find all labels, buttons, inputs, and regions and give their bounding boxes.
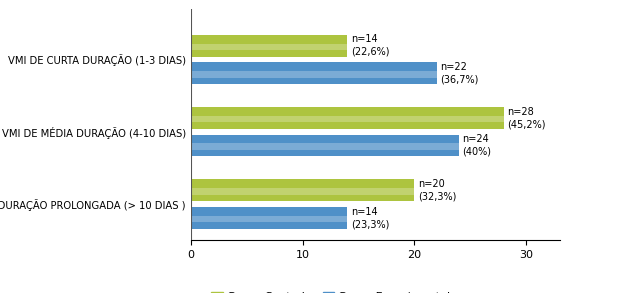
Bar: [191, 35, 347, 57]
Bar: [191, 180, 415, 201]
Bar: [191, 44, 347, 50]
Bar: [191, 71, 437, 78]
Bar: [191, 207, 347, 229]
Bar: [191, 216, 347, 222]
Bar: [191, 188, 415, 195]
Text: n=28
(45,2%): n=28 (45,2%): [507, 107, 546, 129]
Legend: Grupo Controlo, Grupo Experimental: Grupo Controlo, Grupo Experimental: [207, 287, 455, 293]
Bar: [191, 116, 504, 122]
Text: n=14
(23,3%): n=14 (23,3%): [350, 207, 389, 229]
Bar: [191, 143, 459, 150]
Text: n=20
(32,3%): n=20 (32,3%): [418, 179, 456, 202]
Bar: [191, 107, 504, 129]
Text: n=14
(22,6%): n=14 (22,6%): [350, 35, 389, 57]
Bar: [191, 135, 459, 156]
Bar: [191, 62, 437, 84]
Text: n=22
(36,7%): n=22 (36,7%): [440, 62, 478, 84]
Text: n=24
(40%): n=24 (40%): [462, 134, 492, 157]
